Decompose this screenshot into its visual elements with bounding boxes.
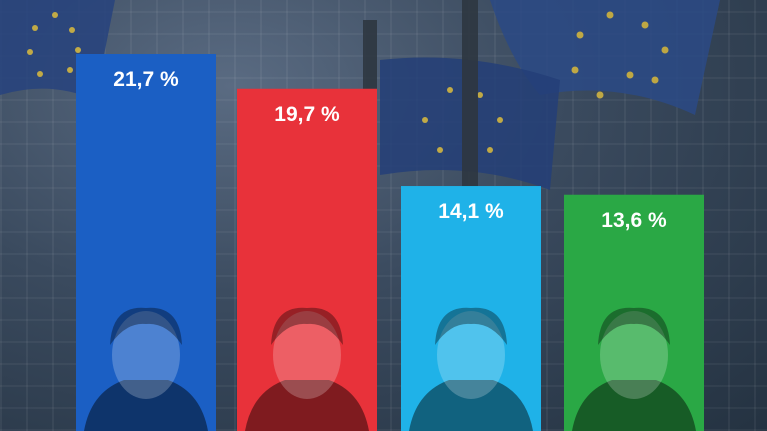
bar xyxy=(564,194,704,431)
person-1-photo xyxy=(84,307,208,431)
bar xyxy=(401,186,541,431)
bar xyxy=(237,88,377,431)
person-4-photo xyxy=(572,307,696,431)
person-3-photo xyxy=(409,307,533,431)
bar-value-label: 13,6 % xyxy=(601,208,667,232)
bar xyxy=(76,54,216,431)
person-2-photo xyxy=(245,307,369,431)
bar-value-label: 19,7 % xyxy=(274,102,340,126)
bar-value-label: 21,7 % xyxy=(113,68,179,91)
bar-value-label: 14,1 % xyxy=(438,200,504,224)
